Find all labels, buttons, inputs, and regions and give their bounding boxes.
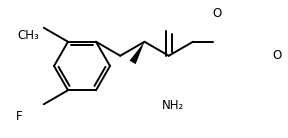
- Text: CH₃: CH₃: [17, 29, 39, 42]
- Polygon shape: [130, 42, 145, 64]
- Text: F: F: [16, 110, 22, 123]
- Text: O: O: [213, 7, 222, 20]
- Text: NH₂: NH₂: [162, 99, 184, 112]
- Text: O: O: [272, 49, 281, 62]
